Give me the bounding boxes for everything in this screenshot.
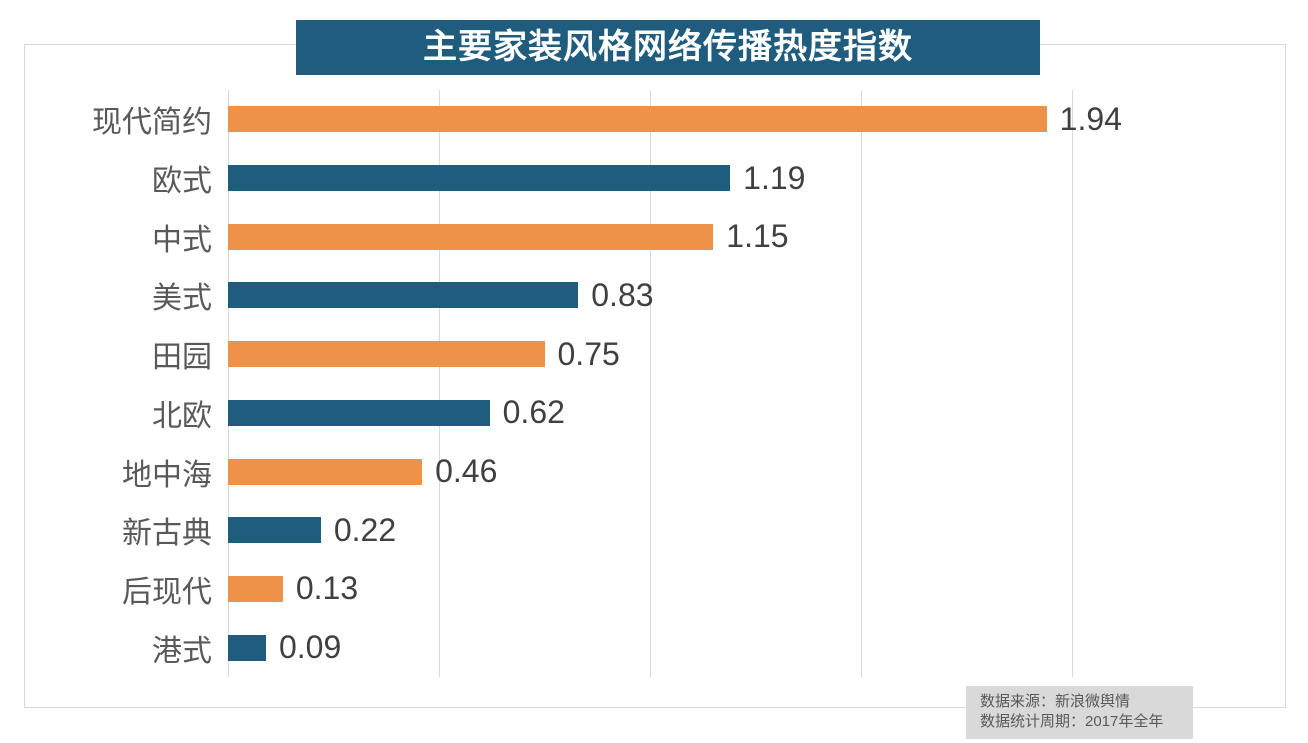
bar <box>228 165 731 192</box>
category-label: 地中海 <box>122 458 212 492</box>
value-label: 0.46 <box>435 453 498 490</box>
category-label: 后现代 <box>122 575 212 609</box>
bar-track: 1.94 <box>228 90 1122 149</box>
category-label: 欧式 <box>152 165 212 199</box>
data-source-line: 数据来源：新浪微舆情 <box>980 693 1131 710</box>
bar-row: 地中海 0.46 <box>24 442 1286 501</box>
bar <box>228 223 714 250</box>
bar-track: 0.83 <box>228 266 1072 325</box>
bar-row: 欧式 1.19 <box>24 149 1286 208</box>
bar <box>228 517 321 544</box>
category-label: 北欧 <box>152 399 212 433</box>
bar <box>228 399 490 426</box>
value-label: 0.75 <box>557 335 620 372</box>
bar-row: 港式 0.09 <box>24 618 1286 677</box>
bar-row: 美式 0.83 <box>24 266 1286 325</box>
bar-row: 后现代 0.13 <box>24 560 1286 619</box>
category-label: 中式 <box>152 223 212 257</box>
value-label: 0.13 <box>295 570 359 607</box>
bar-track: 0.75 <box>228 325 1072 384</box>
category-label: 港式 <box>152 634 212 668</box>
vertical-gridline <box>861 90 862 677</box>
value-label: 0.83 <box>591 276 654 313</box>
value-label: 0.09 <box>278 629 342 666</box>
vertical-gridline <box>439 90 440 677</box>
bar <box>228 106 1047 133</box>
vertical-gridline <box>228 90 229 677</box>
bar-row: 中式 1.15 <box>24 207 1286 266</box>
plot-area: 现代简约 1.94 欧式 1.19 中式 1.15 美式 0.83 田园 0.75 北欧 0.62 地中… <box>24 90 1286 677</box>
category-label: 现代简约 <box>92 106 212 140</box>
bar-track: 0.22 <box>228 501 1072 560</box>
bar-row: 田园 0.75 <box>24 325 1286 384</box>
category-label: 新古典 <box>122 517 212 551</box>
bar-track: 1.15 <box>228 207 1072 266</box>
value-label: 1.15 <box>726 218 789 255</box>
bar-track: 0.62 <box>228 384 1072 443</box>
bar-row: 北欧 0.62 <box>24 384 1286 443</box>
bar <box>228 575 283 602</box>
category-label: 田园 <box>152 341 212 375</box>
bar-track: 0.09 <box>228 618 1072 677</box>
chart-title-banner: 主要家装风格网络传播热度指数 <box>296 20 1040 75</box>
bar <box>228 634 266 661</box>
bar-track: 0.13 <box>228 560 1072 619</box>
data-source-box: 数据来源：新浪微舆情 数据统计周期：2017年全年 <box>966 686 1193 739</box>
value-label: 1.19 <box>743 159 806 196</box>
value-label: 0.62 <box>502 394 565 431</box>
data-period-line: 数据统计周期：2017年全年 <box>980 713 1164 730</box>
vertical-gridline <box>1072 90 1073 677</box>
bar <box>228 458 423 485</box>
value-label: 1.94 <box>1059 100 1122 137</box>
bar-track: 1.19 <box>228 149 1072 208</box>
category-label: 美式 <box>152 282 212 316</box>
bar-row: 新古典 0.22 <box>24 501 1286 560</box>
bar <box>228 282 579 309</box>
chart-title: 主要家装风格网络传播热度指数 <box>423 28 913 66</box>
vertical-gridline <box>650 90 651 677</box>
bar-track: 0.46 <box>228 442 1072 501</box>
bar <box>228 341 545 368</box>
bar-row: 现代简约 1.94 <box>24 90 1286 149</box>
value-label: 0.22 <box>333 511 397 548</box>
